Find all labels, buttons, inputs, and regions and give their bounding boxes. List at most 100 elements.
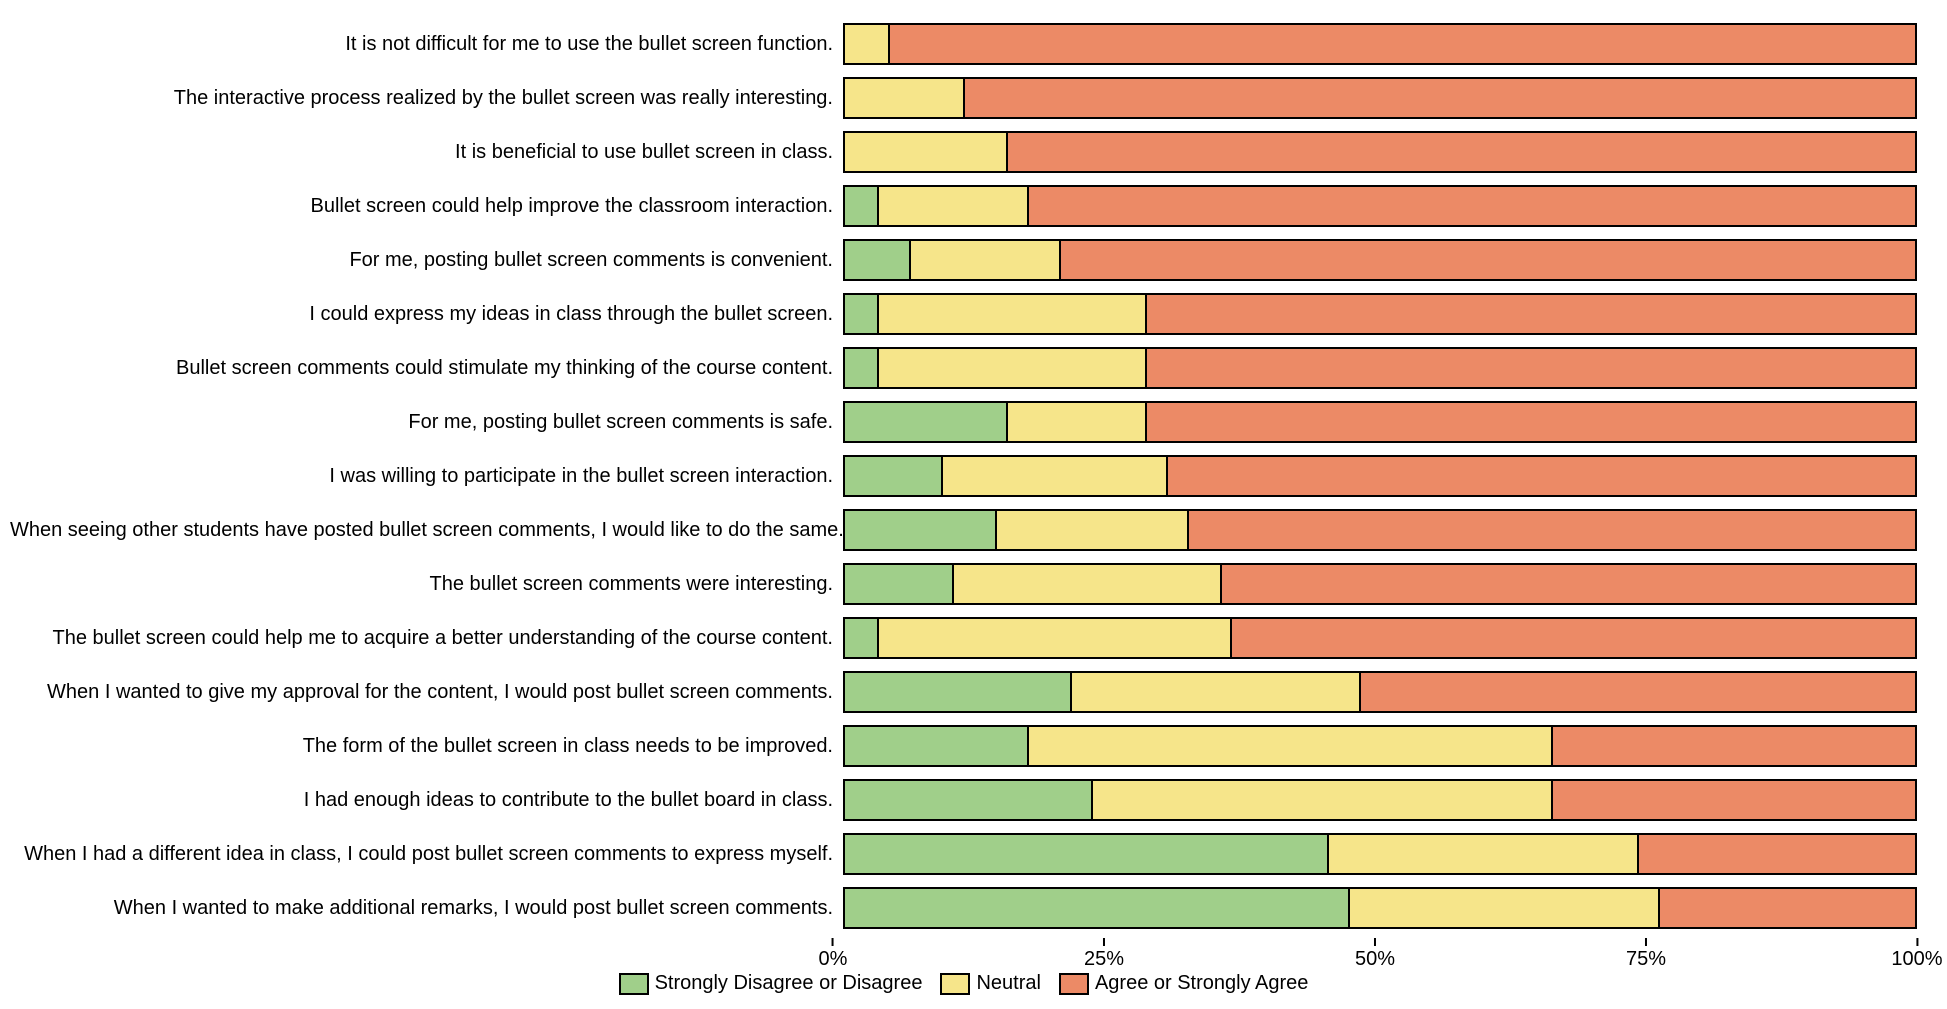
bar-segment-neutral (1091, 781, 1551, 819)
bar-row-label: It is not difficult for me to use the bu… (10, 33, 843, 56)
bar-row-label: The interactive process realized by the … (10, 87, 843, 110)
bar-row-label: For me, posting bullet screen comments i… (10, 249, 843, 272)
bar-row: Bullet screen could help improve the cla… (10, 182, 1917, 230)
bar-segment-neutral (1006, 403, 1145, 441)
bar-segment-agree (1027, 187, 1915, 225)
bar-row-label: Bullet screen could help improve the cla… (10, 195, 843, 218)
bar-segment-agree (963, 79, 1915, 117)
bar-segment-neutral (877, 349, 1145, 387)
tick-mark (832, 938, 834, 946)
bar-segment-disagree (845, 565, 952, 603)
stacked-bar (843, 293, 1917, 335)
stacked-bar (843, 617, 1917, 659)
bar-segment-neutral (845, 25, 888, 63)
bar-segment-neutral (1348, 889, 1658, 927)
stacked-bar (843, 833, 1917, 875)
x-tick: 75% (1626, 938, 1666, 971)
bar-row: The form of the bullet screen in class n… (10, 722, 1917, 770)
bar-row-label: I could express my ideas in class throug… (10, 303, 843, 326)
bar-row-label: When I wanted to make additional remarks… (10, 897, 843, 920)
bar-row: When I wanted to give my approval for th… (10, 668, 1917, 716)
x-tick: 25% (1084, 938, 1124, 971)
stacked-bar (843, 401, 1917, 443)
bar-row-label: I had enough ideas to contribute to the … (10, 789, 843, 812)
bar-segment-neutral (952, 565, 1220, 603)
bar-row: When I had a different idea in class, I … (10, 830, 1917, 878)
bar-segment-agree (1145, 295, 1915, 333)
bar-segment-disagree (845, 619, 877, 657)
bar-segment-neutral (845, 133, 1006, 171)
tick-label: 75% (1626, 948, 1666, 971)
bar-segment-neutral (941, 457, 1166, 495)
bar-row: The bullet screen comments were interest… (10, 560, 1917, 608)
tick-label: 0% (819, 948, 848, 971)
tick-mark (1374, 938, 1376, 946)
bar-row-label: The bullet screen comments were interest… (10, 573, 843, 596)
bar-segment-disagree (845, 781, 1091, 819)
bar-row: I could express my ideas in class throug… (10, 290, 1917, 338)
legend: Strongly Disagree or Disagree Neutral Agre… (10, 972, 1917, 995)
bar-row-label: When I had a different idea in class, I … (10, 843, 843, 866)
bar-segment-disagree (845, 187, 877, 225)
bar-row-label: When seeing other students have posted b… (10, 519, 843, 542)
bar-row: I was willing to participate in the bull… (10, 452, 1917, 500)
bar-segment-disagree (845, 241, 909, 279)
stacked-bar (843, 671, 1917, 713)
bar-row: For me, posting bullet screen comments i… (10, 398, 1917, 446)
bar-row-label: The form of the bullet screen in class n… (10, 735, 843, 758)
x-tick: 50% (1355, 938, 1395, 971)
bar-row: The bullet screen could help me to acqui… (10, 614, 1917, 662)
tick-mark (1645, 938, 1647, 946)
bar-segment-disagree (845, 727, 1027, 765)
stacked-bar (843, 563, 1917, 605)
bar-row: When seeing other students have posted b… (10, 506, 1917, 554)
bar-segment-agree (1145, 349, 1915, 387)
stacked-bar (843, 887, 1917, 929)
legend-swatch (619, 973, 649, 995)
plot-area: It is not difficult for me to use the bu… (10, 20, 1917, 940)
bar-segment-agree (1187, 511, 1915, 549)
bar-row-label: I was willing to participate in the bull… (10, 465, 843, 488)
bar-segment-neutral (1070, 673, 1359, 711)
bar-row-label: For me, posting bullet screen comments i… (10, 411, 843, 434)
stacked-bar (843, 239, 1917, 281)
stacked-bar (843, 725, 1917, 767)
x-axis-row: 0%25%50%75%100% (10, 938, 1917, 968)
bar-segment-disagree (845, 889, 1348, 927)
bar-segment-agree (1166, 457, 1915, 495)
stacked-bar (843, 455, 1917, 497)
bar-segment-neutral (1327, 835, 1637, 873)
bar-segment-agree (1230, 619, 1915, 657)
stacked-bar (843, 509, 1917, 551)
legend-item-neutral: Neutral (940, 972, 1040, 995)
bar-row: It is not difficult for me to use the bu… (10, 20, 1917, 68)
axis-spacer (10, 938, 833, 968)
legend-label: Agree or Strongly Agree (1095, 972, 1308, 995)
bar-row-label: Bullet screen comments could stimulate m… (10, 357, 843, 380)
bar-row: It is beneficial to use bullet screen in… (10, 128, 1917, 176)
bar-segment-agree (1145, 403, 1915, 441)
bar-row-label: It is beneficial to use bullet screen in… (10, 141, 843, 164)
bar-segment-disagree (845, 349, 877, 387)
tick-label: 50% (1355, 948, 1395, 971)
bar-segment-neutral (877, 187, 1027, 225)
survey-stacked-bar-chart: It is not difficult for me to use the bu… (0, 0, 1947, 1009)
bar-row-label: The bullet screen could help me to acqui… (10, 627, 843, 650)
bar-segment-agree (1059, 241, 1915, 279)
stacked-bar (843, 185, 1917, 227)
bar-segment-neutral (1027, 727, 1551, 765)
legend-label: Strongly Disagree or Disagree (655, 972, 923, 995)
bar-row: I had enough ideas to contribute to the … (10, 776, 1917, 824)
bar-segment-agree (1658, 889, 1915, 927)
stacked-bar (843, 779, 1917, 821)
tick-label: 25% (1084, 948, 1124, 971)
bar-segment-agree (1551, 781, 1915, 819)
bar-segment-disagree (845, 835, 1327, 873)
bar-row: When I wanted to make additional remarks… (10, 884, 1917, 932)
tick-mark (1103, 938, 1105, 946)
bar-segment-neutral (877, 619, 1230, 657)
legend-swatch (1059, 973, 1089, 995)
x-tick: 0% (819, 938, 848, 971)
bar-row: For me, posting bullet screen comments i… (10, 236, 1917, 284)
stacked-bar (843, 23, 1917, 65)
